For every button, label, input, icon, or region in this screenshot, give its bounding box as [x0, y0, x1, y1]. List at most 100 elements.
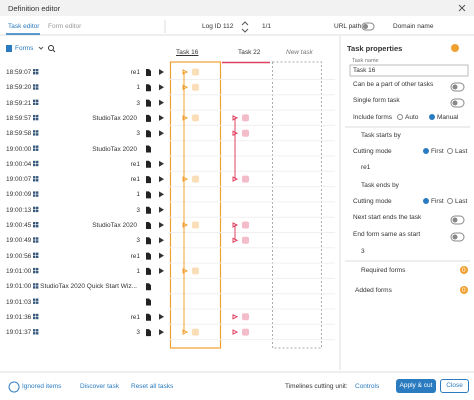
link[interactable]: Discover task: [80, 383, 120, 390]
time: 19:00:07: [6, 176, 32, 184]
radio[interactable]: Last: [455, 198, 468, 205]
flag-icon: [159, 84, 164, 91]
task-flag: [182, 329, 189, 335]
doc-icon: [146, 176, 151, 184]
tab[interactable]: Task editor: [8, 23, 40, 30]
close-icon[interactable]: [458, 4, 466, 12]
form: 3: [136, 206, 140, 214]
task-marker: [192, 267, 199, 275]
forms-icon: [6, 45, 12, 52]
doc-icon: [146, 237, 151, 245]
task-header[interactable]: Task 22: [238, 49, 261, 56]
doc-icon: [146, 313, 151, 321]
button[interactable]: Close: [440, 379, 469, 393]
time: 19:00:13: [6, 206, 32, 214]
button[interactable]: Apply & cut: [396, 379, 436, 393]
time: 19:01:36: [6, 313, 32, 321]
link[interactable]: Ignored items: [22, 383, 62, 390]
task-marker: [192, 114, 199, 122]
panel-title: Task properties: [347, 44, 403, 53]
toggle-knob: [452, 217, 458, 223]
app-icon: [36, 240, 39, 243]
app-icon: [33, 87, 36, 90]
radio-button[interactable]: [429, 114, 435, 120]
badge: [460, 286, 468, 294]
doc-icon: [146, 130, 151, 138]
flag-icon: [159, 114, 164, 121]
form: 3: [136, 99, 140, 107]
radio-button[interactable]: [447, 198, 453, 204]
app-icon: [33, 160, 36, 164]
app-icon: [33, 194, 36, 197]
app-icon: [36, 163, 39, 167]
log-id: Log ID 112: [202, 23, 234, 30]
app-icon: [33, 130, 36, 133]
task-column[interactable]: [169, 61, 222, 349]
doc-icon: [146, 114, 151, 122]
label: Cutting mode: [353, 148, 392, 155]
task-marker: [242, 328, 249, 336]
radio-button[interactable]: [447, 148, 453, 154]
app-icon: [36, 87, 39, 90]
app-icon: [33, 283, 36, 286]
app-icon: [36, 72, 39, 75]
section[interactable]: Required forms: [361, 267, 406, 274]
app-icon: [33, 191, 36, 194]
link[interactable]: Reset all tasks: [131, 383, 174, 390]
dropdown[interactable]: [38, 46, 44, 50]
app-icon: [36, 114, 39, 118]
search[interactable]: [48, 45, 54, 51]
app-icon: [33, 286, 36, 289]
section[interactable]: Added forms: [355, 287, 392, 294]
time: 18:59:58: [6, 130, 32, 138]
flag-icon: [159, 222, 164, 228]
badge: [460, 266, 468, 274]
radio[interactable]: First: [431, 198, 444, 205]
app-icon: [33, 145, 36, 148]
radio-button[interactable]: [423, 148, 429, 154]
task-flag: [232, 313, 239, 320]
tab[interactable]: Form editor: [48, 23, 82, 30]
radio[interactable]: Auto: [405, 114, 419, 121]
app-icon: [33, 240, 36, 243]
form: re1: [130, 176, 140, 184]
task-flag: [182, 69, 189, 75]
radio[interactable]: Manual: [437, 114, 459, 121]
section[interactable]: Task starts by: [361, 132, 401, 139]
label: Include forms: [353, 114, 393, 121]
search: [52, 49, 56, 53]
task-flag: [182, 115, 189, 121]
flag-icon: [159, 69, 164, 75]
section[interactable]: Task ends by: [361, 182, 399, 189]
radio-button[interactable]: [397, 114, 403, 120]
page-indicator: 1/1: [262, 23, 272, 30]
radio-button[interactable]: [423, 198, 429, 204]
app-icon: [36, 286, 39, 289]
app-icon: [33, 298, 36, 301]
radio[interactable]: Last: [455, 148, 468, 155]
app-icon: [33, 84, 36, 87]
task-marker: [192, 221, 199, 229]
task-marker: [242, 221, 249, 229]
radio[interactable]: First: [431, 148, 444, 155]
arrows[interactable]: [241, 21, 249, 33]
text-input[interactable]: [349, 64, 469, 77]
task-header[interactable]: Task 16: [176, 49, 199, 56]
filter[interactable]: Forms: [15, 45, 34, 52]
title-bar: [0, 0, 474, 16]
time: 19:01:37: [6, 329, 32, 337]
app-icon: [36, 255, 39, 258]
help-icon[interactable]: [451, 44, 459, 52]
doc-icon: [146, 222, 151, 229]
task-marker: [242, 175, 249, 183]
flag-icon: [159, 160, 164, 167]
dropdown[interactable]: Controls: [355, 383, 380, 390]
task-column[interactable]: [272, 61, 322, 349]
flag-icon: [159, 313, 164, 320]
app-icon: [36, 179, 39, 182]
app-icon: [33, 179, 36, 182]
label: Next start ends the task: [353, 214, 422, 221]
input-value[interactable]: Task 16: [353, 67, 376, 74]
task-header[interactable]: New task: [286, 49, 313, 56]
